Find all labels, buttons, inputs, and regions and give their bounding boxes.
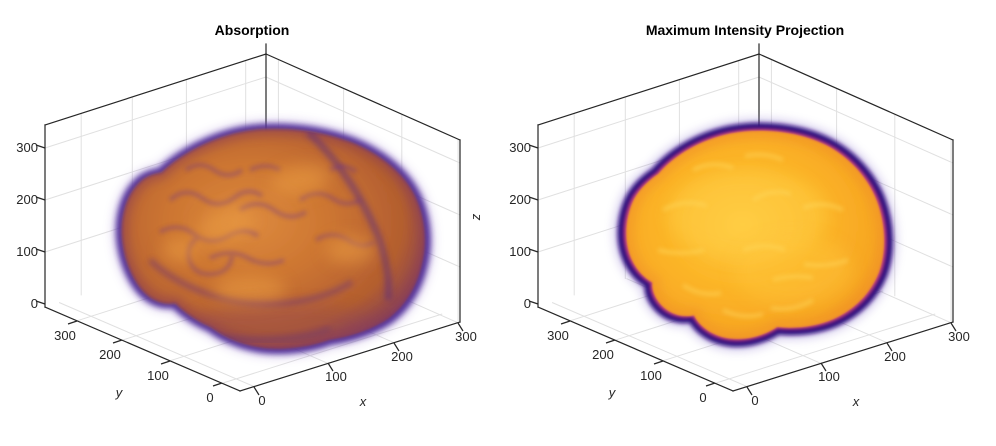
absorption-brain-texture <box>122 129 424 348</box>
z-axis-label: z <box>468 213 483 221</box>
x-tick-label: 100 <box>325 369 347 384</box>
x-tick-labels: 0 100 200 300 <box>751 329 969 408</box>
mip-brain-volume <box>622 127 888 342</box>
z-tick-label: 0 <box>31 296 38 311</box>
axes-box <box>44 43 461 392</box>
x-tick-label: 300 <box>455 329 477 344</box>
x-tick-labels: 0 100 200 300 <box>258 329 476 408</box>
z-tick-labels: 300 200 100 0 <box>509 140 531 311</box>
z-tick-label: 100 <box>16 244 38 259</box>
axis-ticks <box>528 144 957 396</box>
y-tick-label: 100 <box>640 368 662 383</box>
y-axis-label: y <box>608 385 617 400</box>
y-tick-label: 100 <box>147 368 169 383</box>
z-tick-labels: 300 200 100 0 <box>16 140 38 311</box>
y-tick-label: 200 <box>592 347 614 362</box>
x-tick-label: 300 <box>948 329 970 344</box>
absorption-brain-volume <box>120 128 427 350</box>
axis-ticks <box>35 144 464 396</box>
panel-mip: Maximum Intensity Projection <box>468 22 970 409</box>
z-tick-label: 100 <box>509 244 531 259</box>
y-axis-label: y <box>115 385 124 400</box>
x-tick-label: 0 <box>258 393 265 408</box>
y-tick-label: 0 <box>699 390 706 405</box>
x-tick-label: 0 <box>751 393 758 408</box>
z-tick-label: 0 <box>524 296 531 311</box>
z-tick-label: 300 <box>16 140 38 155</box>
y-tick-label: 200 <box>99 347 121 362</box>
x-tick-label: 200 <box>884 349 906 364</box>
x-tick-label: 200 <box>391 349 413 364</box>
panel-title-absorption: Absorption <box>215 22 290 38</box>
axes-box <box>537 43 954 392</box>
x-axis-label: x <box>359 394 367 409</box>
x-axis-label: x <box>852 394 860 409</box>
y-tick-label: 300 <box>54 328 76 343</box>
y-tick-labels: 300 200 100 0 <box>547 328 706 405</box>
y-tick-label: 300 <box>547 328 569 343</box>
y-tick-label: 0 <box>206 390 213 405</box>
panel-title-mip: Maximum Intensity Projection <box>646 22 844 38</box>
x-tick-label: 100 <box>818 369 840 384</box>
z-tick-label: 300 <box>509 140 531 155</box>
z-tick-label: 200 <box>16 192 38 207</box>
mip-brain-texture <box>627 131 884 339</box>
z-tick-label: 200 <box>509 192 531 207</box>
y-tick-labels: 300 200 100 0 <box>54 328 213 405</box>
panel-absorption: Absorption <box>16 22 477 409</box>
